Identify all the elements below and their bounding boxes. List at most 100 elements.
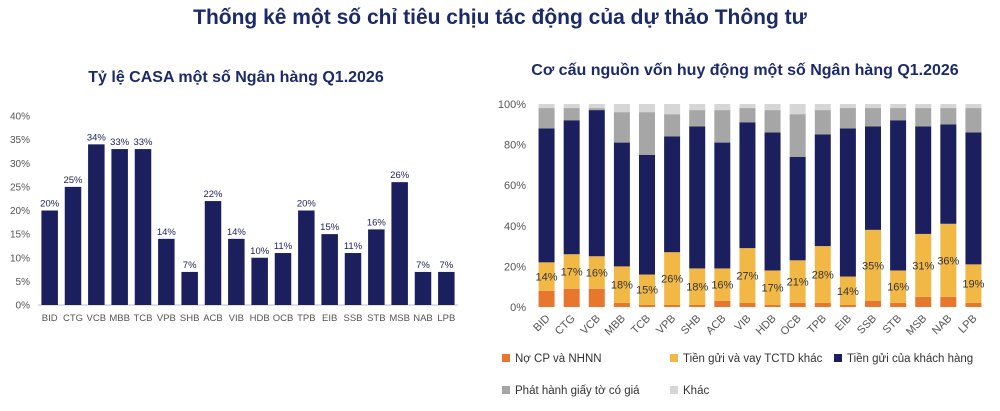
mix-segment-mbb-s4 [613, 104, 630, 113]
mix-data-label: 35% [862, 260, 884, 272]
casa-data-label: 7% [416, 260, 430, 271]
casa-bar-mbb [111, 149, 128, 305]
legend-swatch [670, 386, 678, 394]
mix-data-label: 17% [561, 266, 583, 278]
mix-data-label: 26% [661, 274, 683, 286]
mix-segment-eib-s3 [839, 108, 856, 129]
mix-segment-ocb-s4 [789, 104, 806, 115]
funding-structure-chart: Cơ cấu nguồn vốn huy động một số Ngân hà… [498, 62, 985, 397]
legend-item: Tiền gửi của khách hàng [834, 353, 973, 365]
mix-ytick-label: 0% [510, 302, 526, 314]
mix-segment-acb-s4 [714, 104, 731, 111]
casa-bar-shb [181, 271, 198, 305]
casa-bar-hdb [251, 257, 268, 305]
casa-data-label: 7% [183, 260, 197, 271]
casa-ytick-label: 5% [16, 277, 31, 288]
mix-segment-vpb-s0 [664, 304, 681, 307]
mix-segment-vib-s3 [739, 108, 756, 123]
mix-ytick-label: 40% [504, 221, 526, 233]
casa-bar-lpb [438, 271, 455, 305]
mix-segment-lpb-s2 [965, 132, 982, 265]
mix-segment-stb-s3 [890, 108, 907, 121]
casa-xtick-label: MBB [109, 313, 130, 324]
mix-segment-lpb-s1 [965, 264, 982, 303]
legend-item: Phát hành giấy tờ có giá [502, 385, 640, 397]
mix-segment-vpb-s4 [664, 104, 681, 115]
mix-segment-stb-s2 [890, 120, 907, 271]
mix-data-label: 27% [736, 271, 758, 283]
casa-bar-tcb [134, 149, 152, 305]
casa-bar-stb [368, 229, 385, 305]
casa-ytick-label: 30% [10, 159, 30, 170]
mix-ytick-label: 60% [504, 180, 526, 192]
mix-segment-vpb-s2 [664, 136, 681, 253]
mix-xtick-label: VCB [578, 313, 602, 337]
mix-segment-msb-s3 [915, 108, 932, 127]
legend-label: Phát hành giấy tờ có giá [515, 385, 640, 397]
casa-data-label: 15% [320, 222, 340, 233]
casa-xtick-label: OCB [273, 313, 294, 324]
casa-xtick-label: MSB [389, 313, 410, 324]
mix-segment-ssb-s4 [865, 104, 881, 109]
casa-xtick-label: TPB [297, 313, 315, 324]
casa-data-label: 7% [439, 260, 453, 271]
mix-xtick-label: SHB [679, 313, 703, 337]
funding-chart-title: Cơ cấu nguồn vốn huy động một số Ngân hà… [531, 62, 959, 79]
mix-data-label: 16% [887, 282, 909, 294]
mix-segment-shb-s4 [689, 104, 706, 111]
mix-segment-nab-s4 [940, 104, 957, 109]
mix-segment-acb-s3 [714, 110, 731, 143]
casa-xtick-label: VPB [157, 313, 176, 324]
mix-segment-tcb-s1 [639, 274, 655, 305]
mix-segment-vib-s0 [739, 302, 756, 307]
casa-xtick-label: VIB [229, 313, 244, 324]
casa-xtick-label: HDB [250, 313, 270, 324]
casa-xtick-label: TCB [134, 313, 153, 324]
casa-xtick-label: NAB [413, 313, 433, 324]
legend-item: Khác [670, 385, 709, 397]
mix-segment-acb-s2 [714, 142, 731, 269]
mix-segment-lpb-s3 [965, 108, 982, 133]
mix-segment-hdb-s4 [764, 104, 781, 111]
mix-segment-lpb-s4 [965, 104, 982, 109]
casa-data-label: 33% [110, 137, 130, 148]
mix-segment-shb-s1 [689, 268, 706, 305]
mix-segment-ctg-s3 [563, 108, 580, 121]
mix-xtick-label: MBB [603, 313, 628, 338]
mix-segment-tpb-s3 [814, 110, 831, 135]
casa-data-label: 34% [87, 132, 107, 143]
mix-segment-vcb-s0 [588, 288, 605, 307]
mix-segment-ocb-s3 [789, 114, 806, 157]
mix-xtick-label: STB [881, 313, 905, 337]
mix-data-label: 18% [686, 282, 708, 294]
casa-data-label: 20% [40, 199, 60, 210]
mix-data-label: 17% [762, 283, 784, 295]
mix-segment-ssb-s2 [865, 126, 881, 230]
mix-data-label: 21% [787, 277, 809, 289]
mix-segment-bid-s2 [538, 128, 555, 263]
mix-segment-msb-s0 [915, 296, 932, 307]
casa-bar-eib [321, 234, 338, 305]
mix-data-label: 31% [912, 260, 934, 272]
casa-ytick-label: 40% [10, 112, 30, 123]
mix-segment-stb-s4 [890, 104, 907, 109]
mix-segment-bid-s3 [538, 108, 555, 129]
casa-data-label: 22% [203, 189, 223, 200]
mix-xtick-label: MSB [904, 313, 929, 338]
mix-segment-ctg-s2 [563, 120, 580, 255]
legend-swatch [502, 386, 510, 394]
mix-segment-tcb-s3 [639, 112, 655, 155]
mix-segment-nab-s3 [940, 108, 957, 125]
mix-segment-hdb-s3 [764, 110, 781, 133]
mix-segment-mbb-s1 [613, 266, 630, 303]
casa-ytick-label: 20% [10, 206, 30, 217]
mix-data-label: 36% [937, 255, 959, 267]
mix-xtick-label: EIB [833, 313, 854, 334]
casa-ytick-label: 35% [10, 135, 30, 146]
mix-segment-shb-s3 [689, 110, 706, 127]
legend-item: Tiền gửi và vay TCTD khác [670, 353, 823, 365]
casa-xtick-label: EIB [322, 313, 337, 324]
mix-xtick-label: NAB [930, 313, 954, 337]
mix-xtick-label: BID [531, 313, 552, 334]
legend-swatch [670, 354, 678, 362]
